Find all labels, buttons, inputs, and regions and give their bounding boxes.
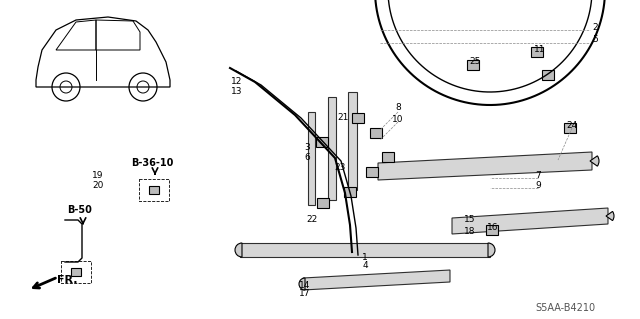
Polygon shape bbox=[240, 243, 490, 257]
Polygon shape bbox=[303, 270, 450, 290]
Text: 18: 18 bbox=[464, 227, 476, 236]
Wedge shape bbox=[235, 243, 242, 257]
Text: B-36-10: B-36-10 bbox=[131, 158, 173, 168]
Text: FR.: FR. bbox=[57, 275, 77, 285]
Text: 24: 24 bbox=[566, 121, 578, 130]
Polygon shape bbox=[378, 152, 592, 180]
Text: 25: 25 bbox=[469, 57, 481, 66]
FancyBboxPatch shape bbox=[317, 198, 329, 208]
FancyBboxPatch shape bbox=[542, 70, 554, 80]
Text: S5AA-B4210: S5AA-B4210 bbox=[535, 303, 595, 313]
Text: 13: 13 bbox=[231, 87, 243, 97]
Text: 21: 21 bbox=[337, 114, 349, 122]
Text: 6: 6 bbox=[304, 153, 310, 162]
Text: 4: 4 bbox=[362, 262, 368, 271]
Text: 10: 10 bbox=[392, 115, 404, 124]
Text: 9: 9 bbox=[535, 182, 541, 190]
FancyBboxPatch shape bbox=[467, 60, 479, 70]
Text: 14: 14 bbox=[300, 280, 310, 290]
Polygon shape bbox=[328, 97, 336, 200]
Text: 22: 22 bbox=[307, 216, 317, 225]
FancyBboxPatch shape bbox=[352, 113, 364, 123]
Text: 2: 2 bbox=[592, 24, 598, 33]
Text: 20: 20 bbox=[92, 181, 104, 189]
Text: 7: 7 bbox=[535, 170, 541, 180]
Polygon shape bbox=[348, 92, 357, 190]
FancyBboxPatch shape bbox=[316, 137, 328, 147]
Text: 8: 8 bbox=[395, 103, 401, 113]
Wedge shape bbox=[590, 156, 599, 166]
Text: 12: 12 bbox=[231, 78, 243, 86]
FancyBboxPatch shape bbox=[382, 152, 394, 162]
FancyBboxPatch shape bbox=[344, 187, 356, 197]
Text: 15: 15 bbox=[464, 216, 476, 225]
FancyBboxPatch shape bbox=[149, 186, 159, 194]
Wedge shape bbox=[299, 278, 305, 290]
Polygon shape bbox=[308, 112, 315, 205]
Text: 1: 1 bbox=[362, 254, 368, 263]
Polygon shape bbox=[452, 208, 608, 234]
Text: 3: 3 bbox=[304, 144, 310, 152]
Text: 19: 19 bbox=[92, 170, 104, 180]
Wedge shape bbox=[488, 243, 495, 257]
FancyBboxPatch shape bbox=[486, 225, 498, 235]
Text: 5: 5 bbox=[592, 35, 598, 44]
FancyBboxPatch shape bbox=[370, 128, 382, 138]
Text: 23: 23 bbox=[334, 164, 346, 173]
Text: 17: 17 bbox=[300, 288, 311, 298]
Wedge shape bbox=[606, 211, 614, 221]
Text: B-50: B-50 bbox=[68, 205, 92, 215]
FancyBboxPatch shape bbox=[366, 167, 378, 177]
FancyBboxPatch shape bbox=[531, 47, 543, 57]
FancyBboxPatch shape bbox=[564, 123, 576, 133]
Text: 16: 16 bbox=[487, 224, 499, 233]
FancyBboxPatch shape bbox=[71, 268, 81, 276]
Text: 11: 11 bbox=[534, 46, 546, 55]
